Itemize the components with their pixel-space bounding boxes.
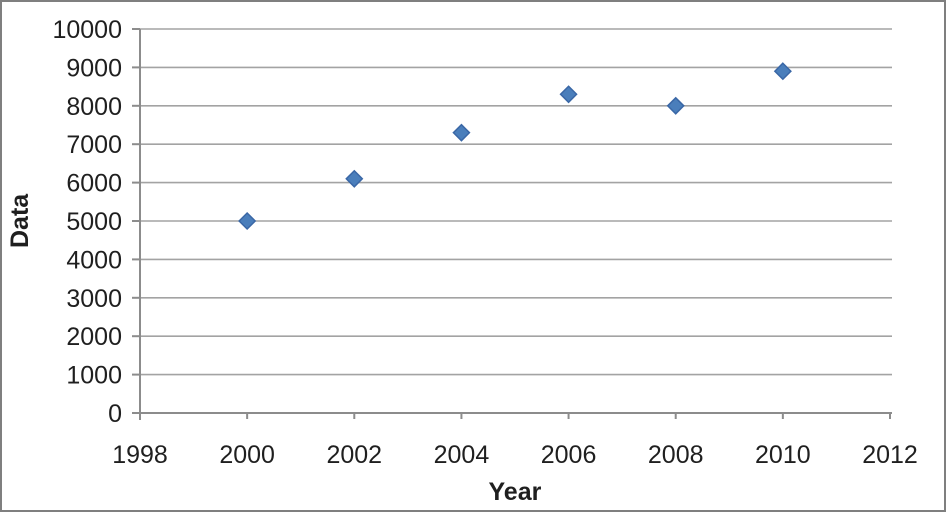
data-point [452,123,471,142]
x-tick-label: 2008 [648,441,704,469]
y-tick-label: 9000 [66,54,122,82]
x-axis-title: Year [488,478,542,506]
data-point [238,211,257,231]
x-tick-label: 2004 [434,441,490,469]
data-point [559,85,578,104]
y-axis-title: Data [6,193,34,248]
y-tick-label: 6000 [66,170,122,198]
x-tick-label: 1998 [112,441,168,469]
y-tick-label: 1000 [66,362,122,390]
y-tick-label: 4000 [66,246,122,274]
data-point [773,62,792,81]
x-tick-label: 2002 [326,441,382,469]
x-tick-label: 2010 [755,441,811,469]
y-tick-label: 0 [108,400,122,428]
x-tick-label: 2012 [862,441,918,469]
data-point [345,169,364,188]
y-tick-label: 3000 [66,285,122,313]
y-tick-label: 7000 [66,131,122,159]
y-tick-label: 5000 [66,208,122,236]
y-tick-label: 10000 [52,16,122,44]
x-tick-label: 2000 [219,441,275,469]
x-tick-label: 2006 [541,441,597,469]
y-tick-label: 8000 [66,93,122,121]
data-point [666,96,685,115]
y-tick-label: 2000 [66,323,122,351]
